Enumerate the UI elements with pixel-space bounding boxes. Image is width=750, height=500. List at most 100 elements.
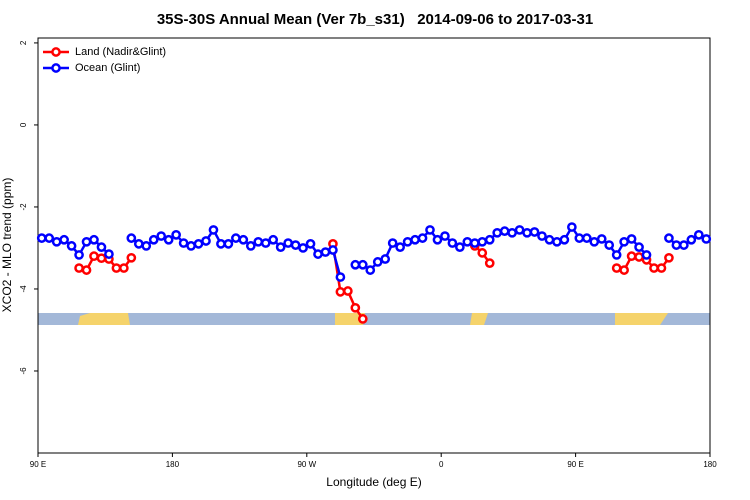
point — [283, 238, 293, 248]
x-tick-label: 90 E — [30, 460, 46, 469]
point — [171, 229, 181, 240]
x-axis-label: Longitude (deg E) — [326, 475, 421, 489]
point — [156, 231, 167, 241]
point — [89, 251, 99, 262]
point — [357, 314, 368, 324]
series-line — [78, 243, 670, 320]
x-tick-label: 180 — [703, 460, 717, 469]
point — [626, 251, 637, 262]
point — [223, 239, 234, 249]
point — [313, 249, 323, 259]
plot-frame — [37, 37, 711, 454]
point — [268, 234, 279, 245]
point — [664, 233, 674, 243]
point — [201, 236, 211, 246]
point — [51, 236, 62, 247]
point — [611, 250, 622, 260]
point — [133, 239, 144, 249]
point — [484, 258, 495, 268]
point — [574, 233, 585, 243]
point — [186, 241, 196, 251]
point — [216, 239, 226, 249]
point — [529, 227, 540, 237]
point — [245, 241, 256, 251]
point — [634, 242, 644, 252]
x-tick-label: 0 — [439, 460, 444, 469]
point — [596, 234, 607, 244]
point — [74, 250, 84, 260]
y-tick-label: 2 — [19, 40, 28, 45]
point — [477, 248, 488, 258]
point — [522, 227, 532, 238]
point — [238, 234, 249, 245]
point — [231, 233, 241, 243]
point — [335, 286, 346, 297]
point — [581, 233, 592, 243]
legend-marker — [51, 47, 61, 57]
point — [387, 238, 398, 248]
point — [148, 234, 159, 245]
legend-marker — [51, 63, 61, 73]
x-tick-label: 180 — [166, 460, 180, 469]
point — [552, 236, 562, 247]
point — [74, 263, 84, 273]
point — [701, 234, 712, 244]
point — [96, 253, 107, 264]
point — [275, 242, 286, 252]
point — [469, 238, 480, 248]
point — [641, 250, 652, 260]
point — [178, 238, 189, 248]
point — [440, 231, 450, 241]
point — [66, 241, 77, 251]
point — [686, 234, 697, 245]
point — [328, 245, 338, 255]
point — [305, 239, 316, 249]
point — [81, 265, 92, 275]
point — [410, 234, 420, 245]
point — [589, 236, 600, 247]
point — [664, 252, 674, 263]
point — [656, 263, 667, 273]
point — [44, 233, 55, 243]
point — [462, 236, 473, 247]
point — [455, 242, 465, 252]
point — [126, 233, 137, 243]
point — [343, 286, 353, 296]
point — [141, 241, 152, 251]
point — [357, 259, 368, 270]
point — [649, 263, 659, 273]
point — [298, 243, 308, 253]
point — [320, 247, 331, 257]
point — [432, 234, 443, 245]
y-axis-label: XCO2 - MLO trend (ppm) — [0, 178, 14, 313]
y-tick-label: 0 — [19, 122, 28, 127]
point — [402, 236, 413, 247]
point — [447, 238, 458, 248]
point — [193, 239, 204, 249]
x-tick-label: 90 W — [297, 460, 316, 469]
point — [253, 236, 264, 247]
point — [477, 236, 488, 247]
point — [36, 233, 47, 243]
point — [365, 265, 376, 275]
legend-label: Land (Nadir&Glint) — [75, 46, 166, 58]
point — [484, 234, 495, 245]
point — [537, 231, 547, 241]
ocean-strip — [38, 313, 710, 325]
legend-label: Ocean (Glint) — [75, 62, 140, 74]
point — [514, 225, 525, 235]
chart-title: 35S-30S Annual Mean (Ver 7b_s31) 2014-09… — [157, 11, 593, 28]
point — [634, 252, 644, 262]
point — [126, 252, 137, 263]
point — [417, 233, 428, 243]
x-tick-label: 90 E — [567, 460, 583, 469]
y-tick-label: -4 — [19, 285, 28, 293]
point — [104, 249, 114, 259]
point — [81, 236, 92, 247]
point — [372, 257, 383, 267]
point — [425, 225, 435, 235]
point — [611, 263, 622, 273]
point — [59, 234, 69, 245]
point — [395, 242, 405, 252]
point — [619, 236, 629, 247]
